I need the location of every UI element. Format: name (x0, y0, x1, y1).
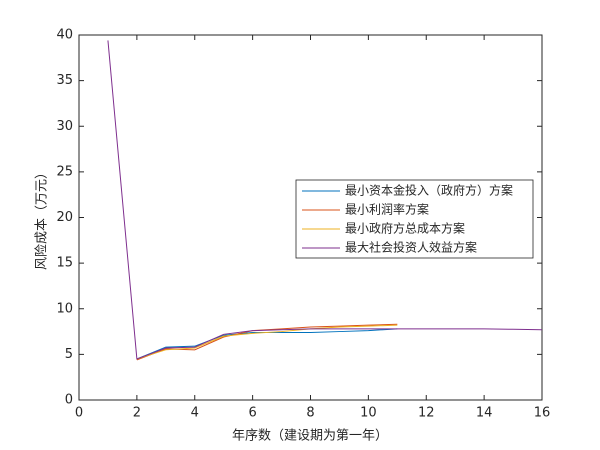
x-axis-label: 年序数（建设期为第一年） (232, 429, 388, 444)
series-line (107, 40, 543, 360)
y-tick-label: 35 (56, 73, 73, 88)
x-tick-label: 6 (248, 406, 256, 421)
y-tick-label: 0 (65, 393, 73, 408)
y-tick-label: 40 (56, 28, 73, 43)
y-tick-label: 15 (56, 256, 73, 271)
legend-label: 最小利润率方案 (345, 202, 429, 217)
legend-label: 最大社会投资人效益方案 (345, 240, 477, 255)
y-tick-label: 25 (56, 164, 73, 179)
x-tick-label: 4 (191, 406, 199, 421)
series-line (136, 324, 398, 360)
x-tick-label: 0 (75, 406, 83, 421)
x-tick-label: 8 (306, 406, 314, 421)
legend: 最小资本金投入（政府方）方案最小利润率方案最小政府方总成本方案最大社会投资人效益… (295, 179, 534, 259)
y-tick-label: 30 (56, 119, 73, 134)
x-tick-label: 14 (476, 406, 493, 421)
legend-label: 最小政府方总成本方案 (345, 221, 465, 236)
legend-box (295, 179, 534, 259)
x-tick-label: 12 (418, 406, 435, 421)
x-tick-label: 2 (133, 406, 141, 421)
x-tick-label: 10 (360, 406, 377, 421)
y-tick-label: 10 (56, 301, 73, 316)
legend-label: 最小资本金投入（政府方）方案 (345, 183, 513, 198)
y-axis-label: 风险成本（万元） (35, 166, 50, 270)
x-tick-label: 16 (534, 406, 551, 421)
y-tick-label: 20 (56, 210, 73, 225)
y-tick-label: 5 (65, 347, 73, 362)
